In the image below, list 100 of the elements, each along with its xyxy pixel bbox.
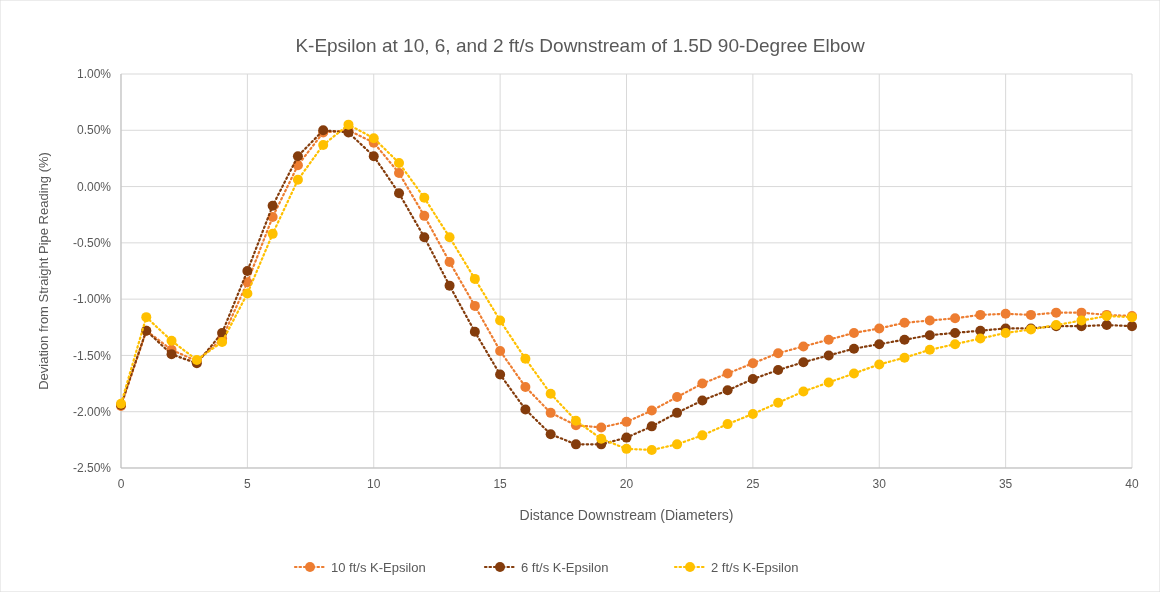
- point: [141, 312, 152, 323]
- x-tick-label: 10: [367, 477, 381, 491]
- point: [722, 385, 733, 396]
- point: [570, 415, 581, 426]
- point: [596, 433, 607, 444]
- point: [621, 416, 632, 427]
- point: [419, 192, 430, 203]
- point: [874, 339, 885, 350]
- point: [444, 232, 455, 243]
- point: [798, 386, 809, 397]
- point: [520, 381, 531, 392]
- x-tick-label: 5: [244, 477, 252, 491]
- y-tick-label: -2.50%: [72, 461, 112, 476]
- point: [672, 407, 683, 418]
- point: [596, 422, 607, 433]
- point: [520, 404, 531, 415]
- point: [672, 392, 683, 403]
- point: [924, 344, 935, 355]
- x-tick-label: 40: [1125, 477, 1139, 491]
- x-tick-label: 20: [619, 477, 634, 491]
- point: [1127, 321, 1137, 332]
- point: [874, 323, 885, 334]
- point: [747, 408, 758, 419]
- point: [1076, 315, 1087, 326]
- point: [672, 439, 683, 450]
- point: [646, 421, 657, 432]
- point: [747, 374, 758, 385]
- point: [469, 326, 480, 337]
- point: [1101, 320, 1112, 331]
- point: [570, 439, 581, 450]
- y-tick-label: -2.00%: [72, 404, 112, 419]
- point: [899, 317, 910, 328]
- point: [394, 188, 405, 199]
- point: [267, 200, 278, 211]
- point: [469, 273, 480, 284]
- y-tick-label: -1.00%: [72, 292, 112, 307]
- point: [166, 349, 177, 360]
- point: [697, 430, 708, 441]
- point: [950, 339, 961, 350]
- point: [899, 352, 910, 363]
- point: [823, 334, 834, 345]
- point: [773, 365, 784, 376]
- point: [368, 151, 379, 162]
- point: [444, 280, 455, 291]
- point: [697, 395, 708, 406]
- x-tick-label: 30: [872, 477, 887, 491]
- point: [848, 343, 859, 354]
- point: [848, 368, 859, 379]
- point: [621, 432, 632, 443]
- point: [899, 334, 910, 345]
- point: [495, 315, 506, 326]
- legend-label: 6 ft/s K-Epsilon: [521, 559, 609, 575]
- x-tick-label: 15: [493, 477, 508, 491]
- y-tick-label: 0.00%: [76, 179, 112, 194]
- point: [950, 313, 961, 324]
- point: [646, 444, 657, 455]
- point: [166, 335, 177, 346]
- y-tick-label: 0.50%: [76, 123, 112, 138]
- point: [495, 345, 506, 356]
- x-tick-label: 25: [746, 477, 760, 491]
- point: [773, 348, 784, 359]
- point: [394, 168, 405, 179]
- point: [545, 388, 556, 399]
- point: [697, 378, 708, 389]
- point: [874, 359, 885, 370]
- point: [267, 211, 278, 222]
- point: [318, 139, 329, 150]
- point: [545, 429, 556, 440]
- point: [419, 210, 430, 221]
- point: [975, 309, 986, 320]
- point: [773, 397, 784, 408]
- legend-label: 10 ft/s K-Epsilon: [331, 559, 426, 575]
- point: [1000, 327, 1011, 338]
- y-tick-label: 1.00%: [76, 67, 112, 82]
- point: [267, 228, 278, 239]
- point: [1051, 307, 1062, 318]
- point: [798, 357, 809, 368]
- point: [444, 256, 455, 267]
- point: [950, 327, 961, 338]
- point: [1000, 308, 1011, 319]
- point: [975, 333, 986, 344]
- point: [242, 266, 253, 276]
- x-axis-title: Distance Downstream (Diameters): [519, 507, 734, 523]
- point: [646, 405, 657, 416]
- x-tick-label: 35: [998, 477, 1013, 491]
- point: [394, 157, 405, 168]
- point: [747, 358, 758, 369]
- point: [798, 341, 809, 352]
- y-tick-label: -0.50%: [72, 236, 112, 251]
- point: [621, 443, 632, 454]
- x-tick-label: 0: [117, 477, 125, 491]
- point: [722, 368, 733, 379]
- point: [419, 232, 430, 243]
- point: [545, 407, 556, 418]
- point: [292, 151, 303, 162]
- point: [368, 133, 379, 144]
- point: [823, 350, 834, 361]
- point: [823, 377, 834, 388]
- point: [469, 300, 480, 311]
- y-tick-label: -1.50%: [72, 348, 112, 363]
